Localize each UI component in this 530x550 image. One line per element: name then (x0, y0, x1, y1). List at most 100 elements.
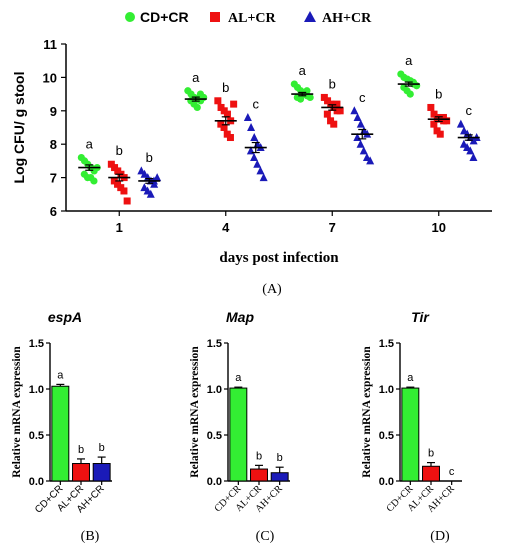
panel-a-legend: CD+CR AL+CR AH+CR (125, 9, 372, 26)
data-point (123, 197, 131, 205)
data-point (230, 100, 238, 108)
data-point (466, 146, 475, 155)
bar-chart-y-tick-label: 1.5 (29, 338, 44, 350)
bar-chart-title: espA (48, 309, 82, 325)
data-point (303, 87, 311, 95)
legend-marker-triangle (304, 11, 316, 22)
bar-chart-y-axis-label: Relative mRNA expression (11, 346, 23, 478)
bar-chart-y-axis-label: Relative mRNA expression (361, 346, 373, 478)
legend-label: CD+CR (140, 9, 189, 25)
data-point (250, 153, 259, 162)
panel-a-y-tick-label: 10 (43, 70, 57, 85)
data-point (120, 187, 128, 195)
panel-c-caption: (C) (256, 529, 275, 544)
bar-chart-y-tick-label: 0.0 (207, 476, 222, 488)
panel-a-x-tick-label: 1 (116, 220, 123, 235)
data-point (250, 133, 259, 142)
significance-label: b (146, 150, 153, 165)
data-point (243, 112, 252, 121)
bar-chart-y-tick-label: 1.5 (379, 338, 394, 350)
legend-label: AL+CR (228, 11, 277, 26)
panel-a-y-tick-label: 11 (43, 37, 57, 52)
panel-a-series: b b b b (107, 76, 451, 205)
bar (51, 385, 70, 482)
panel-b-caption: (B) (81, 529, 100, 544)
data-point (226, 134, 234, 142)
bar-significance-label: b (277, 452, 283, 464)
data-point (406, 90, 414, 98)
data-point (193, 103, 201, 112)
panel-a-x-tick-label: 4 (222, 220, 230, 235)
data-point (200, 93, 208, 102)
data-point (356, 119, 365, 128)
bar (422, 465, 440, 482)
data-point (330, 120, 338, 128)
data-point (256, 166, 265, 175)
panel-d-bar-chart: Tir Relative mRNA expression 0.0 0.5 1.0 1.5 a… (361, 309, 462, 515)
panel-a-y-tick-label: 9 (50, 104, 57, 119)
panel-d-caption: (D) (430, 529, 450, 544)
bar-chart-y-tick-label: 0.5 (29, 430, 44, 442)
bar-significance-label: b (78, 444, 84, 456)
significance-label: a (299, 63, 307, 78)
bar-chart-y-tick-label: 1.0 (379, 384, 394, 396)
data-point (333, 100, 341, 108)
data-point (214, 97, 222, 105)
data-point (259, 173, 268, 182)
bar-chart-y-tick-label: 1.0 (207, 384, 222, 396)
data-point (306, 93, 314, 102)
significance-label: b (222, 80, 229, 95)
bar-chart-y-tick-label: 0.0 (29, 476, 44, 488)
bar (270, 472, 289, 482)
significance-label: b (116, 143, 123, 158)
panel-a-y-tick-label: 7 (50, 171, 57, 186)
bar (401, 387, 420, 482)
bar-chart-y-axis-label: Relative mRNA expression (189, 346, 201, 478)
data-point (469, 153, 478, 162)
significance-label: a (405, 53, 413, 68)
data-point (456, 119, 465, 128)
data-point (146, 189, 155, 198)
panel-a-y-tick-label: 8 (50, 137, 57, 152)
data-point (247, 123, 256, 131)
panel-c-bar-chart: Map Relative mRNA expression 0.0 0.5 1.0 1.5 a… (189, 309, 290, 515)
panel-a-x-tick-label: 10 (432, 220, 446, 235)
bar-significance-label: a (235, 372, 242, 384)
data-point (359, 146, 368, 155)
panel-a-x-axis-label: days post infection (219, 250, 339, 266)
data-point (356, 139, 365, 148)
bar-chart-y-tick-label: 1.0 (29, 384, 44, 396)
bar-chart-title: Tir (411, 309, 430, 325)
significance-label: c (466, 103, 473, 118)
bar-chart-y-tick-label: 0.5 (207, 430, 222, 442)
bar-chart-y-tick-label: 0.0 (379, 476, 394, 488)
bar (250, 468, 268, 482)
significance-label: a (86, 137, 94, 152)
bar-significance-label: c (449, 466, 455, 478)
data-point (413, 82, 421, 90)
significance-label: c (253, 96, 260, 111)
data-point (90, 177, 98, 185)
bar-chart-y-tick-label: 0.5 (379, 430, 394, 442)
bar-significance-label: b (428, 448, 434, 460)
data-point (323, 110, 331, 118)
data-point (443, 117, 451, 125)
panel-a-series: a a a a (77, 53, 421, 185)
panel-b-bar-chart: espA Relative mRNA expression 0.0 0.5 1.0 1.5… (11, 309, 112, 516)
bar-chart-title: Map (226, 309, 254, 325)
data-point (366, 156, 375, 165)
legend-marker-square (210, 12, 220, 22)
legend-marker-circle (125, 12, 135, 22)
bar (92, 463, 111, 482)
data-point (350, 106, 359, 115)
data-point (430, 120, 438, 128)
panel-a-y-axis-label: Log CFU/ g stool (11, 72, 27, 184)
data-point (427, 103, 435, 111)
panel-a-caption: (A) (262, 282, 282, 297)
bar-chart-y-tick-label: 1.5 (207, 338, 222, 350)
data-point (353, 112, 362, 121)
bar (72, 463, 90, 482)
legend-label: AH+CR (322, 11, 372, 26)
